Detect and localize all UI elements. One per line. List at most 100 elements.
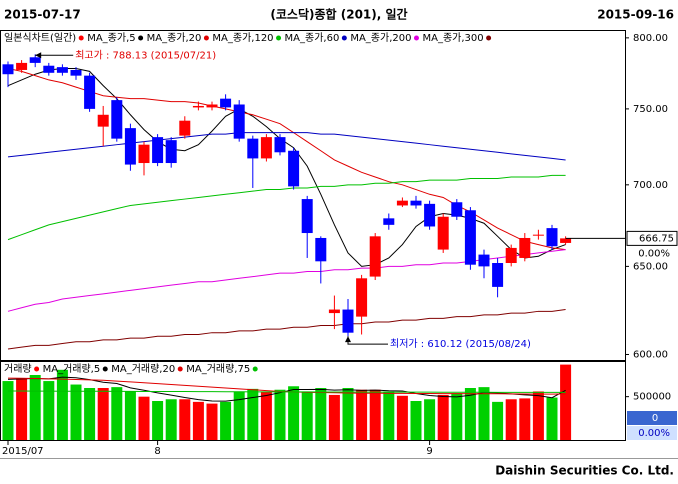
legend-entry: MA_거래량,20 [111, 363, 175, 375]
high-label: 최고가 : 788.13 (2015/07/21) [75, 49, 216, 61]
legend-title: 일본식차트(일간) [4, 32, 76, 44]
volume-bar [560, 364, 572, 440]
legend-marker [486, 35, 492, 41]
candle-body [233, 104, 245, 139]
volume-bar [492, 401, 504, 440]
legend-entry: MA_종가,120 [212, 32, 273, 44]
candle-body [519, 237, 531, 258]
ma-line [7, 309, 566, 350]
candle-body [478, 254, 490, 267]
chart-title: (코스닥)종합 (201), 일간 [270, 7, 407, 22]
candle-body [369, 236, 381, 277]
low-label: 최저가 : 610.12 (2015/08/24) [390, 338, 531, 350]
candle-body [301, 199, 313, 234]
candle-body [315, 237, 327, 262]
candle-body [56, 67, 68, 73]
price-panel [0, 30, 626, 361]
volume-panel [0, 361, 626, 441]
volume-bar [410, 401, 422, 440]
volume-bar [356, 389, 368, 440]
change-label: 0.00% [638, 428, 670, 439]
volume-bar [274, 389, 286, 440]
legend-entry: MA_거래량,5 [43, 363, 101, 375]
change-box [627, 426, 677, 440]
candle-body [29, 57, 41, 63]
x-tick-label: 2015/07 [2, 446, 44, 457]
y-tick-label: 500000 [633, 392, 671, 403]
volume-bar [84, 388, 96, 440]
last-value: 666.75 [639, 233, 674, 244]
legend-marker [138, 35, 144, 41]
volume-bar [451, 393, 463, 440]
volume-bar [437, 394, 449, 440]
volume-bar [138, 396, 150, 440]
legend-entry: MA_종가,300 [422, 32, 483, 44]
volume-bar [301, 391, 313, 440]
candle-body [396, 200, 408, 206]
candle-body [532, 234, 544, 236]
ma-line [7, 376, 566, 402]
volume-bar [424, 399, 436, 440]
candle-body [505, 247, 517, 264]
legend-marker [252, 366, 258, 372]
legend-marker [102, 366, 108, 372]
candle-body [260, 137, 272, 159]
change-label: 0.00% [638, 248, 670, 259]
candle-body [138, 144, 150, 164]
volume-bar [152, 401, 164, 440]
volume-bar [56, 369, 68, 440]
candle-body [437, 216, 449, 250]
last-value: 0 [652, 413, 658, 424]
candle-body [451, 202, 463, 217]
candle-body [70, 69, 82, 76]
volume-bar [546, 397, 558, 440]
volume-bar [464, 388, 476, 440]
start-date: 2015-07-17 [4, 8, 81, 22]
candle-body [247, 138, 259, 159]
y-tick-label: 650.00 [633, 261, 668, 272]
candle-body [410, 200, 422, 206]
candle-body [464, 210, 476, 265]
last-value-box [627, 411, 677, 425]
volume-bar [179, 399, 191, 440]
volume-bar [165, 399, 177, 440]
volume-bar [111, 387, 123, 440]
volume-bar [97, 388, 109, 440]
candle-body [152, 137, 164, 164]
candle-body [383, 218, 395, 225]
legend-marker [341, 35, 347, 41]
legend-marker [78, 35, 84, 41]
volume-bar [260, 391, 272, 440]
arrow-head [345, 336, 351, 343]
ma-line [7, 132, 566, 161]
candle-body [424, 203, 436, 227]
legend-marker [177, 366, 183, 372]
legend-marker [276, 35, 282, 41]
x-tick-label: 9 [426, 446, 432, 457]
candle-body [111, 100, 123, 139]
volume-bar [247, 388, 259, 440]
volume-bar [220, 401, 232, 440]
volume-bar [2, 381, 14, 440]
candle-body [2, 64, 14, 75]
y-tick-label: 600.00 [633, 349, 668, 360]
volume-bar [519, 398, 531, 440]
volume-bar [288, 386, 300, 440]
legend-entry: MA_종가,20 [147, 32, 202, 44]
volume-bar [29, 375, 41, 440]
legend-entry: MA_종가,60 [285, 32, 340, 44]
volume-bar [383, 391, 395, 440]
legend-entry: MA_종가,5 [87, 32, 135, 44]
x-tick-label: 8 [154, 446, 160, 457]
candle-body [192, 105, 204, 108]
candle-body [220, 98, 232, 108]
y-tick-label: 750.00 [633, 104, 668, 115]
candle-body [546, 228, 558, 247]
candle-body [274, 137, 286, 153]
footer: Daishin Securities Co. Ltd. [495, 464, 674, 478]
legend-entry: MA_거래량,75 [186, 363, 250, 375]
candle-body [179, 120, 191, 136]
volume-bar [532, 391, 544, 440]
volume-bar [505, 399, 517, 440]
